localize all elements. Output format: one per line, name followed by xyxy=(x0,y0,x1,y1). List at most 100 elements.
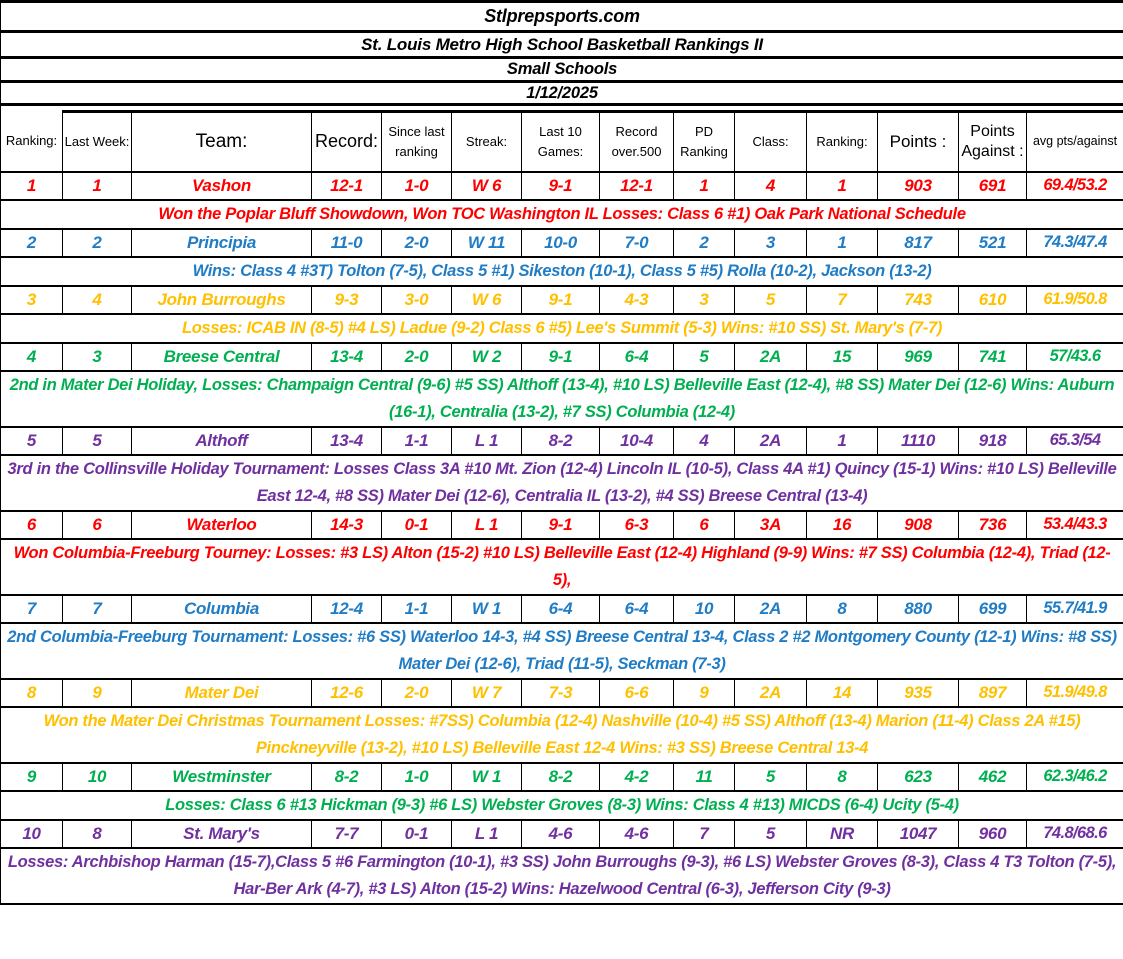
cell-last-10-games: 9-1 xyxy=(521,170,600,201)
column-header-record-over-500: Record over.500 xyxy=(599,110,674,173)
cell-last-10-games: 4-6 xyxy=(521,818,600,849)
cell-ranking: 2 xyxy=(0,227,63,258)
cell-last-10-games: 9-1 xyxy=(521,284,600,315)
cell-last-week: 2 xyxy=(62,227,132,258)
cell-points: 935 xyxy=(877,677,959,708)
cell-record: 8-2 xyxy=(311,761,382,792)
cell-points: 623 xyxy=(877,761,959,792)
team-note-row: Won the Poplar Bluff Showdown, Won TOC W… xyxy=(0,198,1123,230)
cell-since-last-ranking: 0-1 xyxy=(381,818,452,849)
cell-avg: 62.3/46.2 xyxy=(1025,761,1123,792)
cell-team: Westminster xyxy=(131,761,312,792)
cell-streak: W 6 xyxy=(451,170,522,201)
cell-avg: 53.4/43.3 xyxy=(1025,509,1123,540)
section-title: Small Schools xyxy=(0,56,1123,83)
cell-record-over-500: 6-4 xyxy=(599,593,674,624)
cell-last-week: 3 xyxy=(62,341,132,372)
cell-streak: W 7 xyxy=(451,677,522,708)
team-note-row: 2nd Columbia-Freeburg Tournament: Losses… xyxy=(0,621,1123,680)
cell-since-last-ranking: 2-0 xyxy=(381,227,452,258)
team-row: 5 5 Althoff 13-4 1-1 L 1 8-2 10-4 4 2A 1 1110 918 65.… xyxy=(0,425,1123,456)
cell-record-over-500: 4-2 xyxy=(599,761,674,792)
cell-last-10-games: 8-2 xyxy=(521,425,600,456)
cell-pd-ranking: 2 xyxy=(673,227,735,258)
cell-since-last-ranking: 1-1 xyxy=(381,593,452,624)
cell-points-against: 699 xyxy=(958,593,1027,624)
team-row: 6 6 Waterloo 14-3 0-1 L 1 9-1 6-3 6 3A 16 908 736 53.… xyxy=(0,509,1123,540)
cell-last-week: 4 xyxy=(62,284,132,315)
cell-pd-ranking: 3 xyxy=(673,284,735,315)
cell-ranking: 7 xyxy=(0,593,63,624)
team-row: 2 2 Principia 11-0 2-0 W 11 10-0 7-0 2 3 1 817 521 74… xyxy=(0,227,1123,258)
cell-team: Mater Dei xyxy=(131,677,312,708)
cell-record: 7-7 xyxy=(311,818,382,849)
team-note-row: Wins: Class 4 #3T) Tolton (7-5), Class 5… xyxy=(0,255,1123,287)
rankings-sheet: Stlprepsports.com St. Louis Metro High Sc… xyxy=(0,0,1123,905)
column-header-record: Record: xyxy=(311,110,382,173)
cell-points-against: 521 xyxy=(958,227,1027,258)
cell-since-last-ranking: 1-1 xyxy=(381,425,452,456)
cell-streak: L 1 xyxy=(451,425,522,456)
column-header-streak: Streak: xyxy=(451,110,522,173)
cell-class: 4 xyxy=(734,170,807,201)
cell-class-ranking: NR xyxy=(806,818,878,849)
cell-since-last-ranking: 1-0 xyxy=(381,761,452,792)
cell-avg: 74.8/68.6 xyxy=(1025,818,1123,849)
cell-class: 2A xyxy=(734,677,807,708)
cell-record: 13-4 xyxy=(311,425,382,456)
team-note: 2nd Columbia-Freeburg Tournament: Losses… xyxy=(0,621,1123,680)
cell-record: 14-3 xyxy=(311,509,382,540)
team-note-row: Won Columbia-Freeburg Tourney: Losses: #… xyxy=(0,537,1123,596)
cell-points-against: 736 xyxy=(958,509,1027,540)
cell-last-week: 10 xyxy=(62,761,132,792)
cell-avg: 55.7/41.9 xyxy=(1025,593,1123,624)
cell-class: 3A xyxy=(734,509,807,540)
cell-record: 9-3 xyxy=(311,284,382,315)
team-row: 4 3 Breese Central 13-4 2-0 W 2 9-1 6-4 5 2A 15 969… xyxy=(0,341,1123,372)
column-header-class-ranking: Ranking: xyxy=(806,110,878,173)
date-label: 1/12/2025 xyxy=(0,80,1123,106)
cell-ranking: 5 xyxy=(0,425,63,456)
column-header-last-10-games: Last 10 Games: xyxy=(521,110,600,173)
column-header-avg: avg pts/against xyxy=(1025,110,1123,173)
cell-pd-ranking: 11 xyxy=(673,761,735,792)
cell-since-last-ranking: 2-0 xyxy=(381,677,452,708)
cell-last-week: 6 xyxy=(62,509,132,540)
cell-ranking: 10 xyxy=(0,818,63,849)
team-row: 1 1 Vashon 12-1 1-0 W 6 9-1 12-1 1 4 1 903 691 69.4/5… xyxy=(0,170,1123,201)
cell-avg: 65.3/54 xyxy=(1025,425,1123,456)
cell-pd-ranking: 9 xyxy=(673,677,735,708)
spacer xyxy=(0,104,1123,112)
cell-last-10-games: 8-2 xyxy=(521,761,600,792)
cell-points-against: 918 xyxy=(958,425,1027,456)
team-note: 2nd in Mater Dei Holiday, Losses: Champa… xyxy=(0,369,1123,428)
cell-class-ranking: 1 xyxy=(806,170,878,201)
column-header-points: Points : xyxy=(877,110,959,173)
cell-record-over-500: 7-0 xyxy=(599,227,674,258)
cell-points: 969 xyxy=(877,341,959,372)
cell-streak: W 1 xyxy=(451,593,522,624)
cell-class-ranking: 1 xyxy=(806,425,878,456)
cell-class-ranking: 7 xyxy=(806,284,878,315)
cell-last-10-games: 6-4 xyxy=(521,593,600,624)
cell-record-over-500: 4-6 xyxy=(599,818,674,849)
team-row: 8 9 Mater Dei 12-6 2-0 W 7 7-3 6-6 9 2A 14 935 897 51… xyxy=(0,677,1123,708)
cell-points-against: 691 xyxy=(958,170,1027,201)
cell-team: John Burroughs xyxy=(131,284,312,315)
cell-last-10-games: 9-1 xyxy=(521,341,600,372)
cell-points-against: 462 xyxy=(958,761,1027,792)
cell-record-over-500: 12-1 xyxy=(599,170,674,201)
cell-streak: W 2 xyxy=(451,341,522,372)
cell-record-over-500: 4-3 xyxy=(599,284,674,315)
cell-last-10-games: 10-0 xyxy=(521,227,600,258)
cell-streak: L 1 xyxy=(451,818,522,849)
cell-record: 13-4 xyxy=(311,341,382,372)
cell-ranking: 4 xyxy=(0,341,63,372)
cell-points: 908 xyxy=(877,509,959,540)
team-note-row: Losses: Archbishop Harman (15-7),Class 5… xyxy=(0,846,1123,905)
cell-record: 11-0 xyxy=(311,227,382,258)
cell-streak: W 11 xyxy=(451,227,522,258)
cell-class-ranking: 15 xyxy=(806,341,878,372)
team-note: Wins: Class 4 #3T) Tolton (7-5), Class 5… xyxy=(0,255,1123,287)
cell-streak: W 1 xyxy=(451,761,522,792)
